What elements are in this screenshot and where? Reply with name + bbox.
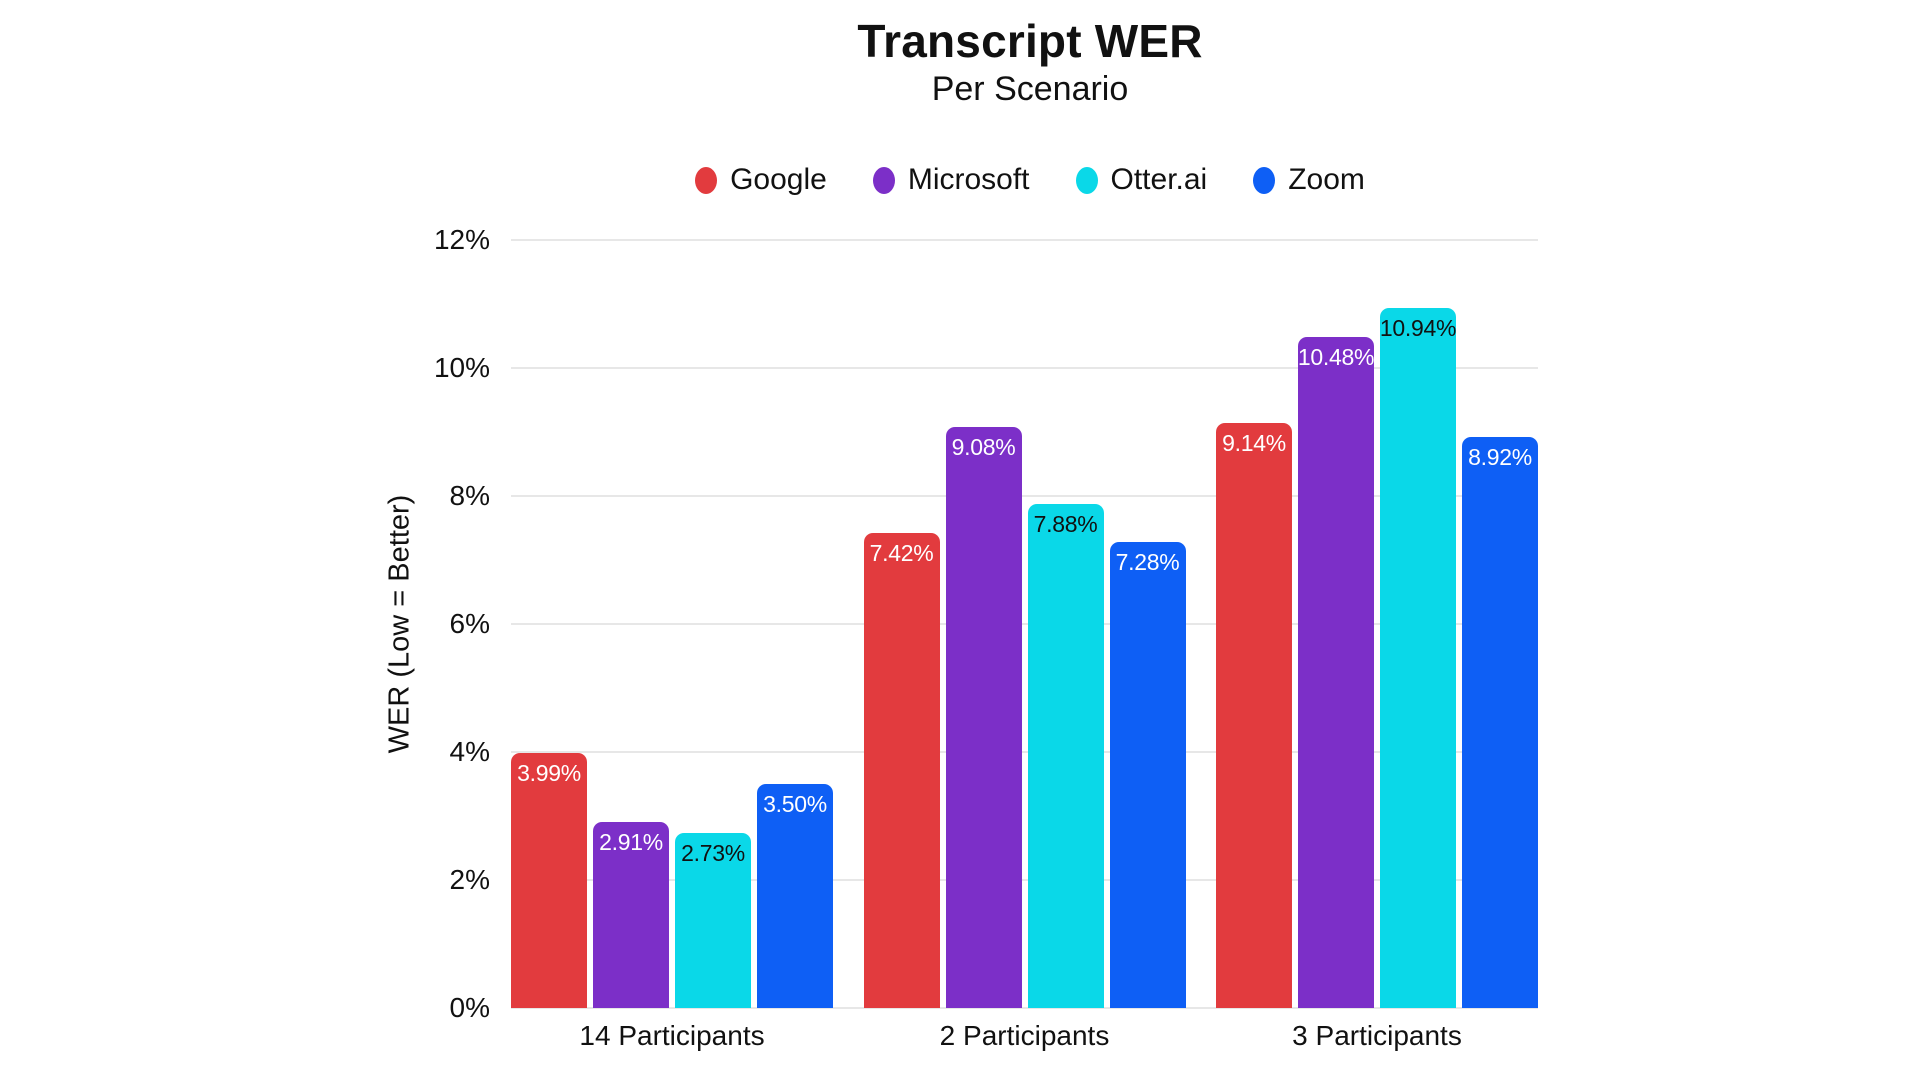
gridline	[511, 239, 1538, 241]
chart-subtitle: Per Scenario	[931, 70, 1129, 108]
legend-label: Google	[730, 163, 827, 196]
x-category-label: 14 Participants	[579, 1020, 765, 1051]
legend-item-microsoft: Microsoft	[872, 163, 1030, 197]
gridline	[511, 879, 1538, 881]
bar-microsoft: 2.91%	[593, 821, 669, 1008]
legend-item-zoom: Zoom	[1253, 163, 1365, 197]
bar-google: 7.42%	[863, 533, 940, 1008]
bar-value-label: 8.92%	[1468, 444, 1532, 471]
legend-label: Microsoft	[907, 163, 1030, 196]
bar-microsoft: 9.08%	[945, 426, 1022, 1008]
y-tick-label: 10%	[433, 352, 490, 383]
y-tick-label: 4%	[449, 736, 490, 767]
legend-swatch-icon	[1075, 166, 1098, 194]
bar-zoom: 3.50%	[757, 784, 833, 1008]
bar-google: 9.14%	[1216, 423, 1292, 1008]
bar-value-label: 10.94%	[1379, 314, 1457, 341]
bar-value-label: 9.08%	[951, 433, 1016, 460]
gridline	[511, 495, 1538, 497]
legend-item-otter-ai: Otter.ai	[1075, 163, 1208, 197]
chart-legend: Google Microsoft Otter.ai Zoom	[460, 163, 1600, 197]
gridline	[511, 1007, 1538, 1009]
legend-item-google: Google	[695, 163, 827, 197]
y-tick-label: 0%	[449, 992, 490, 1023]
bar-value-label: 7.42%	[869, 540, 934, 567]
y-tick-label: 2%	[449, 864, 490, 895]
x-category-label: 3 Participants	[1292, 1020, 1462, 1051]
legend-swatch-icon	[1253, 166, 1276, 194]
plot-area: 3.99% 2.91% 2.73% 3.50% 7.42% 9.08% 7.88% 7.28%…	[511, 240, 1538, 1008]
gridline	[511, 751, 1538, 753]
bar-value-label: 3.50%	[763, 791, 827, 817]
x-category-label: 2 Participants	[939, 1020, 1110, 1051]
bar-otter-ai: 7.88%	[1027, 503, 1104, 1008]
legend-swatch-icon	[872, 166, 895, 194]
bar-value-label: 2.73%	[681, 840, 745, 867]
gridline	[511, 367, 1538, 369]
y-tick-label: 6%	[449, 608, 490, 639]
bar-value-label: 10.48%	[1297, 344, 1375, 371]
legend-swatch-icon	[695, 166, 718, 194]
bar-zoom: 8.92%	[1462, 437, 1538, 1008]
bar-value-label: 3.99%	[517, 759, 581, 786]
gridline	[511, 623, 1538, 625]
bar-zoom: 7.28%	[1109, 542, 1186, 1008]
bar-value-label: 9.14%	[1222, 430, 1286, 457]
bar-microsoft: 10.48%	[1298, 337, 1374, 1008]
bar-otter-ai: 2.73%	[675, 833, 751, 1008]
y-tick-label: 12%	[433, 224, 490, 255]
chart-title: Transcript WER	[857, 15, 1203, 67]
bar-value-label: 7.28%	[1115, 549, 1180, 576]
bar-value-label: 2.91%	[599, 828, 663, 855]
y-tick-label: 8%	[449, 480, 490, 511]
legend-label: Zoom	[1288, 163, 1365, 196]
bar-otter-ai: 10.94%	[1379, 307, 1457, 1008]
bar-value-label: 7.88%	[1033, 510, 1098, 537]
legend-label: Otter.ai	[1110, 163, 1208, 196]
bar-google: 3.99%	[511, 752, 587, 1008]
